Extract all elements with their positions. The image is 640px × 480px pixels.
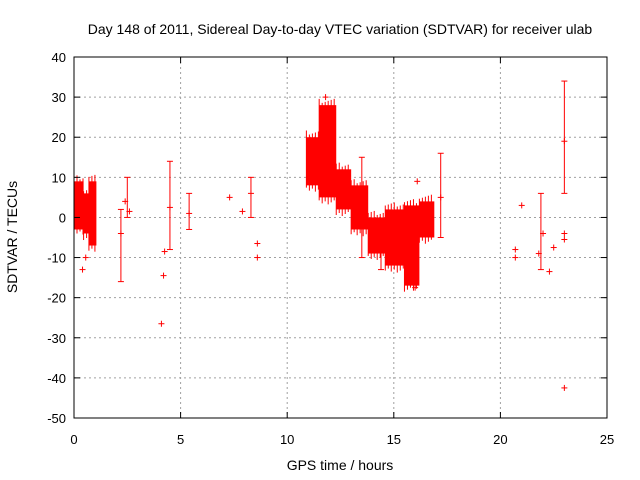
data-point <box>412 284 419 291</box>
data-point <box>546 268 553 275</box>
data-point <box>550 244 557 251</box>
data-point <box>561 138 568 145</box>
data-point <box>535 250 542 257</box>
x-tick-label: 20 <box>493 432 507 447</box>
plot-frame <box>73 56 608 419</box>
data-point <box>512 254 519 261</box>
data-point <box>186 210 193 217</box>
data-band <box>336 169 352 210</box>
y-tick-label: -50 <box>47 411 66 426</box>
data-band <box>74 181 84 230</box>
x-axis: 0 5 10 15 20 25 <box>70 57 614 447</box>
y-tick-label: -40 <box>47 371 66 386</box>
data-band <box>404 205 420 286</box>
chart-title: Day 148 of 2011, Sidereal Day-to-day VTE… <box>88 21 593 37</box>
data-point <box>226 194 233 201</box>
y-tick-label: 20 <box>52 130 66 145</box>
data-point <box>322 94 329 101</box>
y-tick-label: -30 <box>47 331 66 346</box>
y-tick-label: -10 <box>47 251 66 266</box>
data-point <box>117 230 124 237</box>
x-tick-label: 15 <box>387 432 401 447</box>
y-axis-title: SDTVAR / TECUs <box>4 181 20 293</box>
y-axis: -50 -40 -30 -20 -10 0 10 20 30 40 <box>47 50 607 426</box>
data-point <box>161 248 168 255</box>
data-band <box>88 181 97 246</box>
y-tick-label: 40 <box>52 50 66 65</box>
data-point <box>254 240 261 247</box>
data-point <box>518 202 525 209</box>
x-tick-label: 10 <box>280 432 294 447</box>
data-point <box>166 204 173 211</box>
data-band <box>419 201 435 238</box>
y-tick-label: 30 <box>52 90 66 105</box>
data-point <box>122 198 129 205</box>
data-point <box>160 272 167 279</box>
data-point <box>79 266 86 273</box>
data-point <box>437 194 444 201</box>
data-point <box>512 246 519 253</box>
data-point <box>561 384 568 391</box>
data-series <box>73 80 568 391</box>
data-point <box>254 254 261 261</box>
data-point <box>414 178 421 185</box>
data-point <box>126 208 133 215</box>
data-point <box>247 190 254 197</box>
y-tick-label: 0 <box>59 210 66 225</box>
data-band <box>385 209 405 266</box>
x-tick-label: 25 <box>600 432 614 447</box>
x-tick-label: 0 <box>70 432 77 447</box>
data-point <box>540 230 547 237</box>
data-point <box>239 208 246 215</box>
data-point <box>561 236 568 243</box>
data-point <box>561 230 568 237</box>
data-point <box>82 254 89 261</box>
x-tick-label: 5 <box>177 432 184 447</box>
y-tick-label: -20 <box>47 291 66 306</box>
data-point <box>158 320 165 327</box>
y-tick-label: 10 <box>52 170 66 185</box>
x-axis-title: GPS time / hours <box>287 457 394 473</box>
